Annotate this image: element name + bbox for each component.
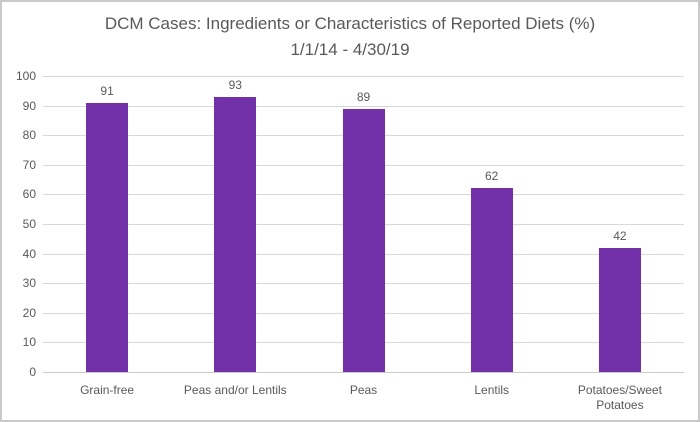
y-axis-tick-label: 100: [15, 69, 36, 83]
bar-peas-and-or-lentils: [214, 96, 257, 372]
gridline: [43, 76, 684, 77]
y-axis-tick-label: 80: [22, 128, 36, 143]
x-axis-category-label: Peas and/or Lentils: [183, 383, 287, 397]
x-axis-category-label: Grain-free: [80, 383, 135, 397]
bar-value-label: 62: [485, 169, 499, 184]
y-axis-tick-label: 0: [29, 365, 36, 379]
y-axis-tick-label: 20: [22, 305, 36, 320]
y-axis-tick-label: 50: [22, 217, 36, 231]
x-axis-line: [43, 372, 684, 373]
chart-title-line1: DCM Cases: Ingredients or Characteristic…: [104, 14, 596, 33]
bar-potatoes-sweet-potatoes: [598, 247, 641, 372]
chart-title-line2: 1/1/14 - 4/30/19: [290, 40, 410, 59]
y-axis-tick-label: 30: [22, 276, 36, 291]
y-axis-tick-label: 40: [22, 246, 36, 261]
bar-value-label: 42: [613, 228, 627, 243]
x-axis-category-label: Lentils: [474, 383, 510, 397]
bar-peas: [342, 108, 385, 372]
y-axis-tick-label: 10: [22, 335, 36, 350]
y-axis-tick-label: 60: [22, 187, 36, 202]
gridline: [43, 105, 684, 107]
y-axis-tick-label: 90: [22, 98, 36, 113]
bar-value-label: 91: [100, 83, 114, 98]
y-axis-tick-label: 70: [22, 157, 36, 172]
bar-grain-free: [86, 102, 129, 372]
x-axis-category-label: Peas: [349, 383, 378, 397]
chart-title: DCM Cases: Ingredients or Characteristic…: [2, 11, 698, 63]
bar-value-label: 89: [356, 89, 371, 104]
bar-lentils: [470, 188, 513, 372]
x-axis-category-label: Potatoes/Sweet Potatoes: [577, 383, 662, 412]
bar-value-label: 93: [228, 77, 242, 92]
